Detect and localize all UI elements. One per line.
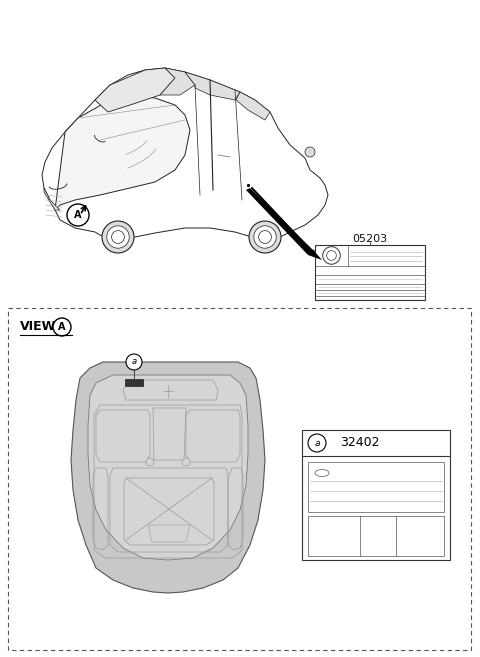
FancyBboxPatch shape xyxy=(302,430,450,560)
Text: A: A xyxy=(74,210,82,220)
Circle shape xyxy=(259,231,271,243)
FancyBboxPatch shape xyxy=(125,379,143,386)
Polygon shape xyxy=(185,72,240,100)
Circle shape xyxy=(67,204,89,226)
Polygon shape xyxy=(44,188,60,210)
Polygon shape xyxy=(71,362,265,593)
Circle shape xyxy=(182,458,190,466)
Text: 32402: 32402 xyxy=(340,436,380,449)
Polygon shape xyxy=(55,95,190,210)
Circle shape xyxy=(146,458,154,466)
FancyBboxPatch shape xyxy=(308,462,444,512)
Circle shape xyxy=(107,226,129,248)
FancyBboxPatch shape xyxy=(315,245,425,300)
Circle shape xyxy=(102,221,134,253)
Circle shape xyxy=(254,226,276,248)
Polygon shape xyxy=(160,68,195,95)
Polygon shape xyxy=(88,375,248,560)
Text: 05203: 05203 xyxy=(352,234,387,244)
Circle shape xyxy=(305,147,315,157)
Polygon shape xyxy=(246,188,322,260)
Circle shape xyxy=(53,318,71,336)
Circle shape xyxy=(249,221,281,253)
Text: a: a xyxy=(314,438,320,447)
Circle shape xyxy=(111,231,124,243)
Text: A: A xyxy=(58,322,66,332)
Polygon shape xyxy=(95,68,175,112)
Polygon shape xyxy=(236,92,270,120)
Circle shape xyxy=(126,354,142,370)
Circle shape xyxy=(308,434,326,452)
Text: a: a xyxy=(132,357,137,367)
Polygon shape xyxy=(42,68,328,240)
FancyBboxPatch shape xyxy=(308,516,444,556)
Text: VIEW: VIEW xyxy=(20,321,56,334)
